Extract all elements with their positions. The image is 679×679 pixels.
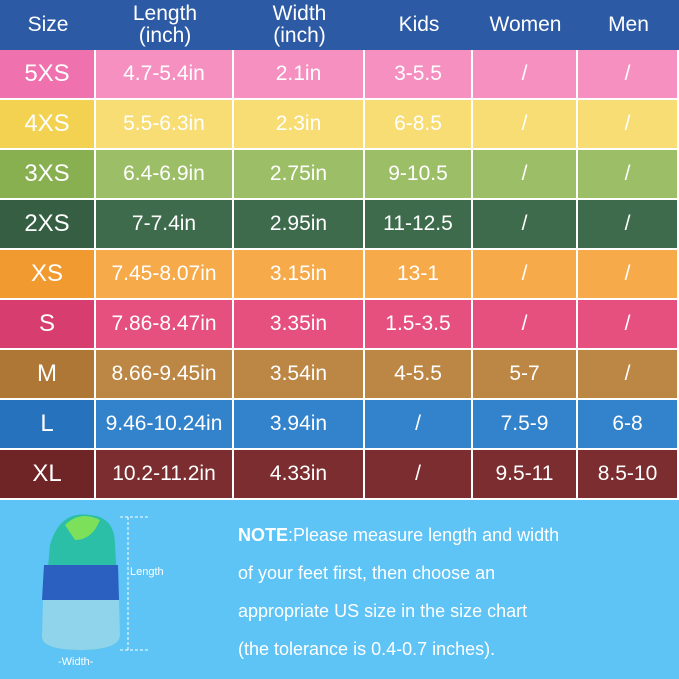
- table-cell: 8.66-9.45in: [96, 350, 234, 400]
- note-line: NOTE:Please measure length and width: [238, 516, 559, 554]
- table-cell: 6.4-6.9in: [96, 150, 234, 200]
- size-cell: 2XS: [0, 200, 96, 250]
- table-cell: 7.5-9: [473, 400, 578, 450]
- table-cell: 6-8: [578, 400, 679, 450]
- note-text: (the tolerance is 0.4-0.7 inches).: [238, 639, 496, 659]
- header-text: Men: [608, 13, 649, 36]
- header-text: Width: [272, 2, 327, 25]
- size-cell: XS: [0, 250, 96, 300]
- table-cell: 4-5.5: [365, 350, 473, 400]
- table-cell: 2.3in: [234, 100, 365, 150]
- header-text: (inch): [138, 24, 192, 47]
- table-cell: /: [473, 250, 578, 300]
- header-cell: Men: [578, 0, 679, 50]
- table-cell: 3.94in: [234, 400, 365, 450]
- note-text: :Please measure length and width: [288, 525, 560, 545]
- fin-diagram: Length -Width-: [41, 514, 164, 668]
- note-text: of your feet first, then choose an: [238, 563, 496, 583]
- size-cell: 5XS: [0, 50, 96, 100]
- table-cell: 4.7-5.4in: [96, 50, 234, 100]
- header-text: Women: [489, 13, 562, 36]
- table-cell: 3.54in: [234, 350, 365, 400]
- table-cell: 8.5-10: [578, 450, 679, 500]
- size-cell: 4XS: [0, 100, 96, 150]
- table-cell: /: [578, 300, 679, 350]
- table-cell: /: [473, 200, 578, 250]
- table-cell: /: [578, 50, 679, 100]
- table-cell: 5-7: [473, 350, 578, 400]
- table-cell: 11-12.5: [365, 200, 473, 250]
- table-cell: 5.5-6.3in: [96, 100, 234, 150]
- header-cell: Size: [0, 0, 96, 50]
- table-cell: 6-8.5: [365, 100, 473, 150]
- table-cell: 9.5-11: [473, 450, 578, 500]
- table-cell: /: [578, 200, 679, 250]
- table-cell: /: [473, 300, 578, 350]
- table-cell: 3-5.5: [365, 50, 473, 100]
- header-text: Size: [27, 13, 69, 36]
- table-cell: 2.75in: [234, 150, 365, 200]
- size-cell: 3XS: [0, 150, 96, 200]
- table-cell: /: [473, 150, 578, 200]
- table-cell: /: [365, 450, 473, 500]
- note-line: appropriate US size in the size chart: [238, 592, 559, 630]
- header-cell: Kids: [365, 0, 473, 50]
- table-cell: /: [473, 100, 578, 150]
- table-cell: /: [578, 150, 679, 200]
- header-cell: Width (inch): [234, 0, 365, 50]
- table-cell: 3.35in: [234, 300, 365, 350]
- table-cell: 7.45-8.07in: [96, 250, 234, 300]
- table-cell: 2.1in: [234, 50, 365, 100]
- header-cell: Women: [473, 0, 578, 50]
- note-text: appropriate US size in the size chart: [238, 601, 528, 621]
- table-cell: /: [578, 250, 679, 300]
- size-cell: S: [0, 300, 96, 350]
- table-cell: /: [578, 350, 679, 400]
- table-cell: /: [578, 100, 679, 150]
- table-cell: 9.46-10.24in: [96, 400, 234, 450]
- header-text: Length: [132, 2, 198, 25]
- size-cell: L: [0, 400, 96, 450]
- table-cell: 4.33in: [234, 450, 365, 500]
- table-cell: 10.2-11.2in: [96, 450, 234, 500]
- table-cell: 7.86-8.47in: [96, 300, 234, 350]
- table-cell: /: [473, 50, 578, 100]
- note-label: NOTE: [238, 525, 289, 545]
- table-cell: 13-1: [365, 250, 473, 300]
- size-cell: M: [0, 350, 96, 400]
- header-text: Kids: [398, 13, 440, 36]
- table-cell: 2.95in: [234, 200, 365, 250]
- length-label: Length: [130, 566, 164, 578]
- note-line: (the tolerance is 0.4-0.7 inches).: [238, 630, 559, 668]
- table-cell: 1.5-3.5: [365, 300, 473, 350]
- note: NOTE:Please measure length and width of y…: [238, 516, 559, 668]
- table-cell: /: [365, 400, 473, 450]
- table-cell: 3.15in: [234, 250, 365, 300]
- header-text: (inch): [273, 24, 326, 47]
- table-cell: 9-10.5: [365, 150, 473, 200]
- header-cell: Length (inch): [96, 0, 234, 50]
- size-cell: XL: [0, 450, 96, 500]
- note-line: of your feet first, then choose an: [238, 554, 559, 592]
- table-cell: 7-7.4in: [96, 200, 234, 250]
- width-label: -Width-: [58, 656, 94, 668]
